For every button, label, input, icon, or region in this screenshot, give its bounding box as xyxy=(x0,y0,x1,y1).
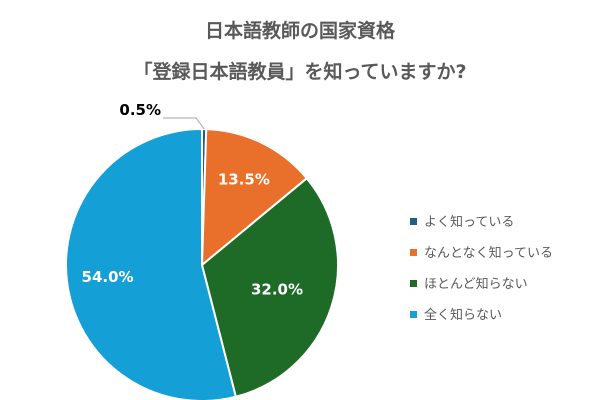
leader-line-1 xyxy=(163,117,205,130)
legend-label-1: よく知っている xyxy=(424,214,514,230)
data-label-4: 54.0% xyxy=(82,268,134,286)
legend-swatch-4 xyxy=(410,311,417,318)
pie-slice-2 xyxy=(200,128,309,268)
data-label-2: 13.5% xyxy=(218,171,270,189)
legend-swatch-2 xyxy=(410,249,417,256)
chart-subtitle: 「登録日本語教員」を知っていますか? xyxy=(133,60,466,83)
legend-swatch-3 xyxy=(410,280,417,287)
pie-slices xyxy=(65,127,339,400)
legend-swatch-1 xyxy=(410,218,417,225)
pie-data-labels: 0.5% 13.5% 32.0% 54.0% xyxy=(82,101,304,298)
pie-slice-3 xyxy=(200,176,339,398)
legend-label-3: ほとんど知らない xyxy=(424,276,528,292)
pie-slice-4 xyxy=(65,127,238,400)
data-label-1: 0.5% xyxy=(119,101,161,119)
legend-label-2: なんとなく知っている xyxy=(424,245,553,261)
chart-title: 日本語教師の国家資格 xyxy=(205,19,396,42)
legend-label-4: 全く知らない xyxy=(424,307,502,323)
data-label-3: 32.0% xyxy=(251,280,303,298)
